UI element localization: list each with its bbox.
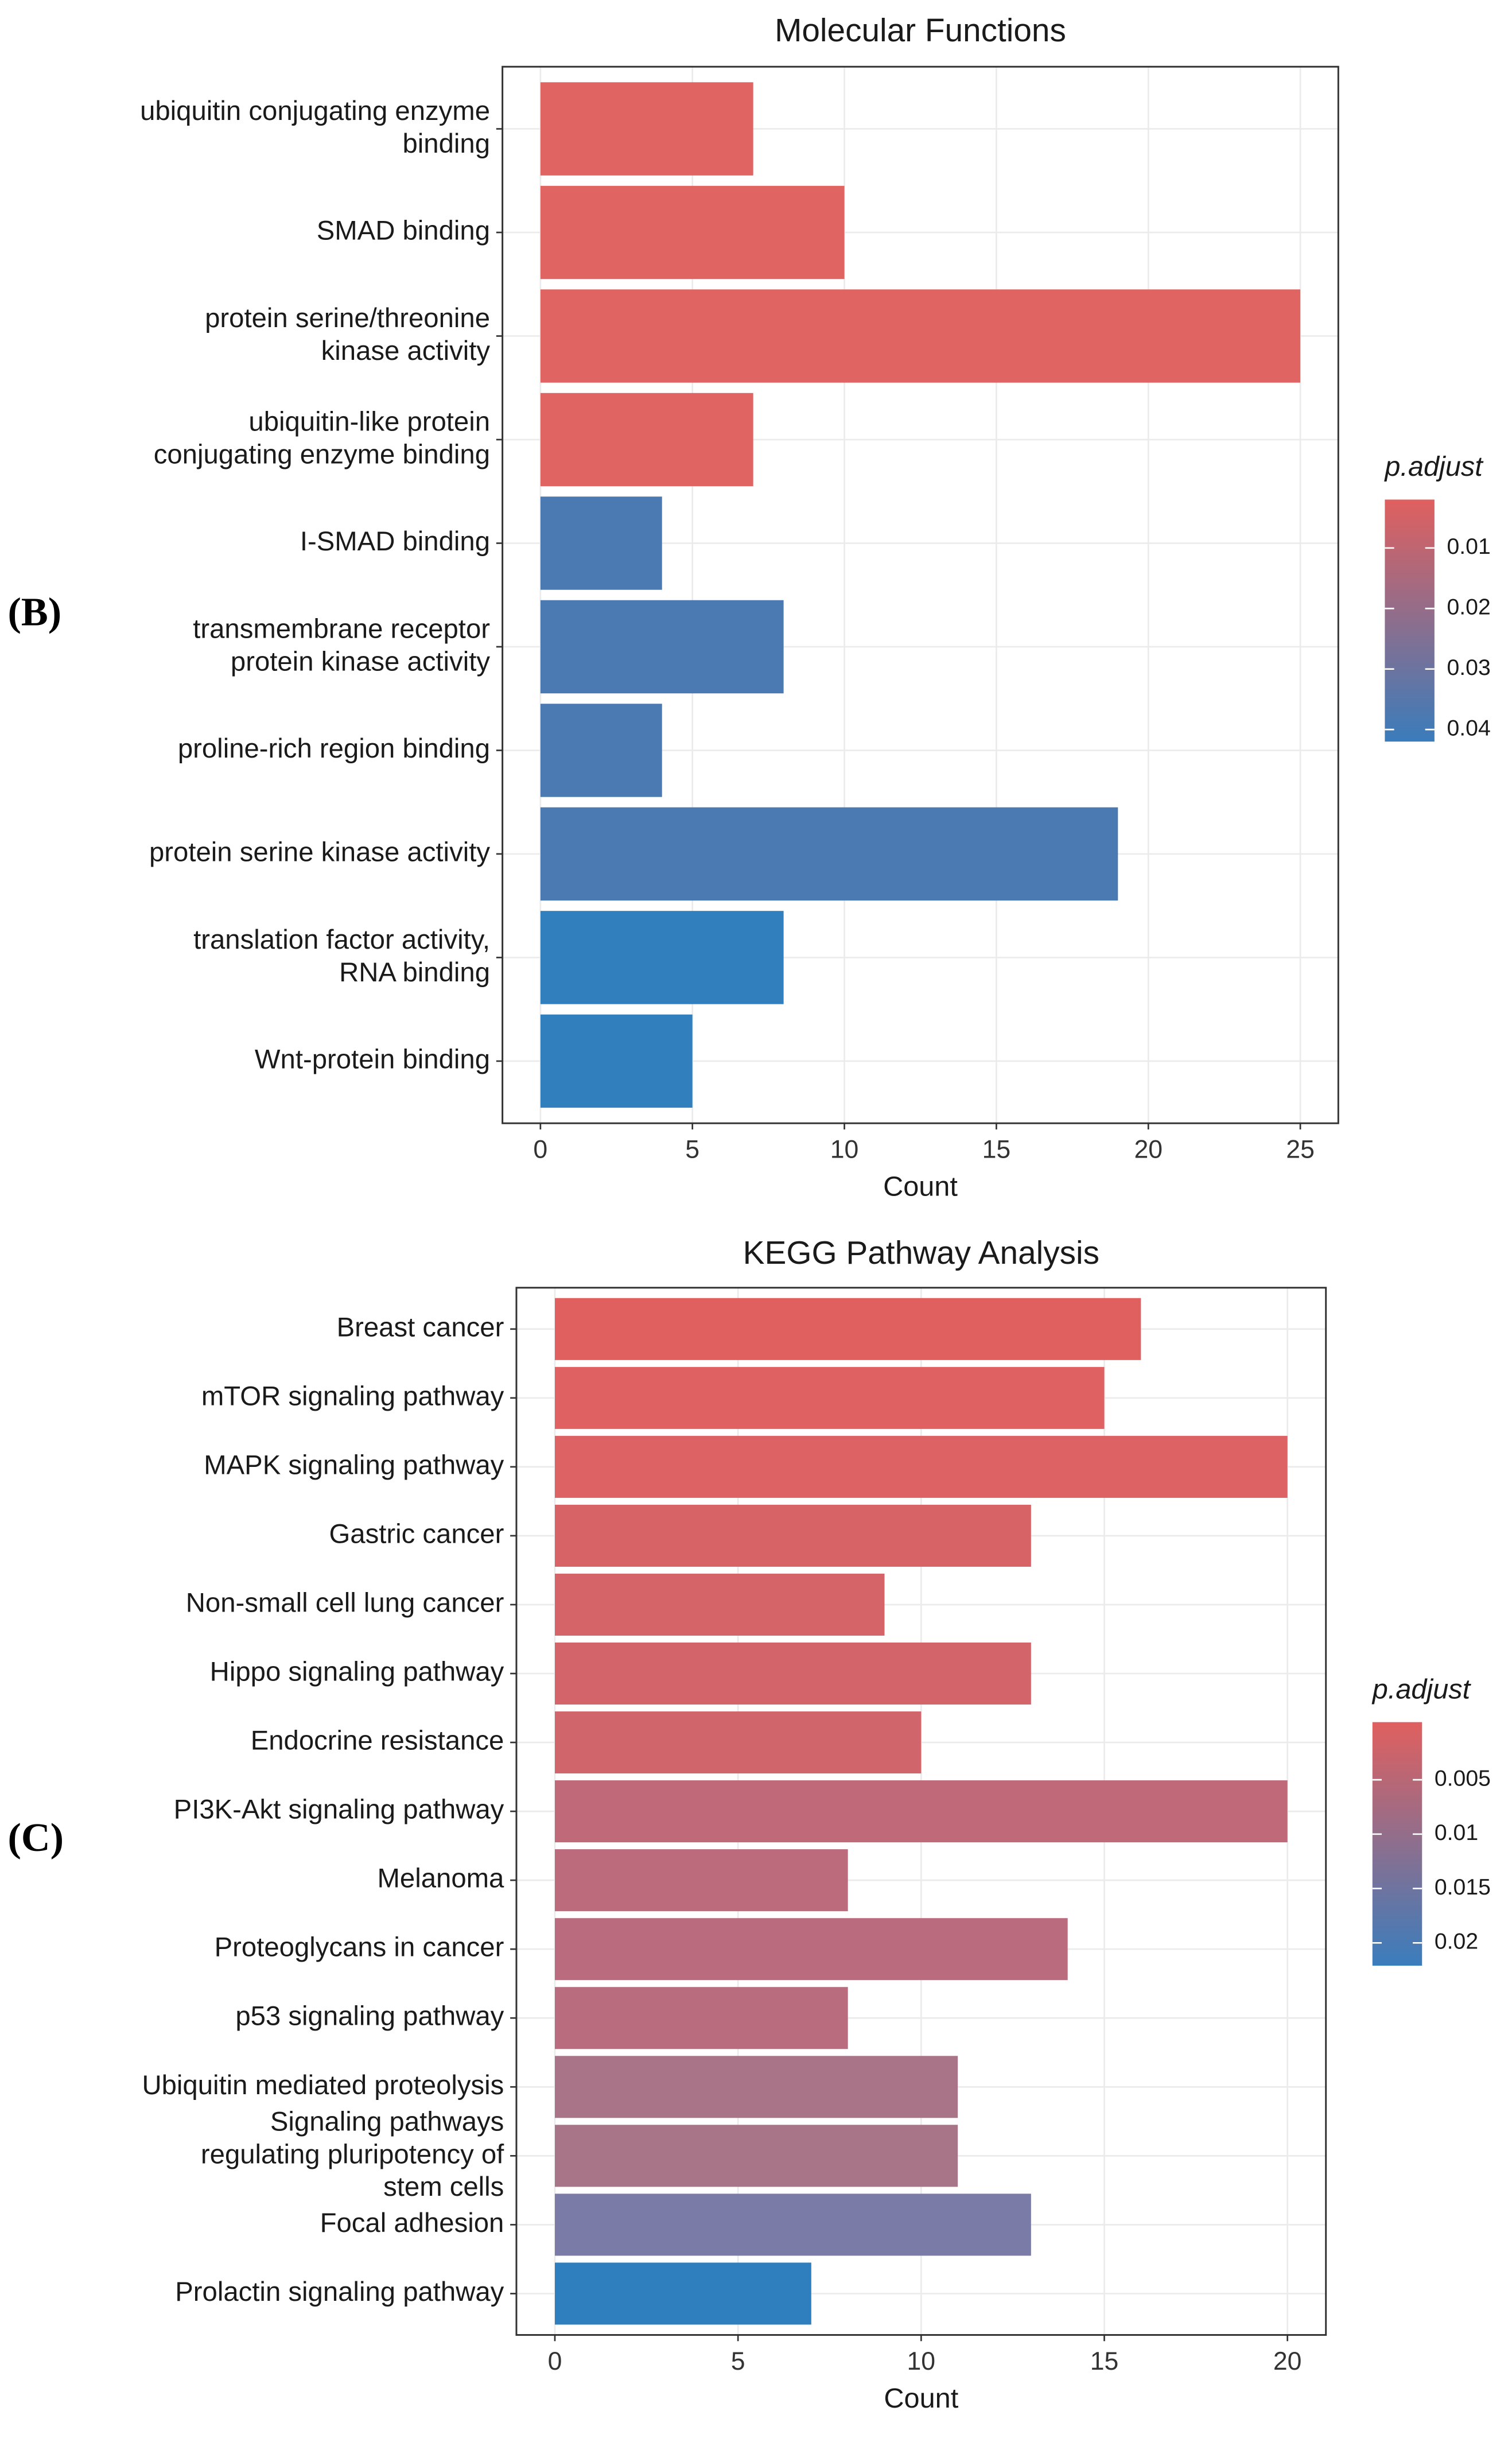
y-tick-label: MAPK signaling pathway [204,1450,504,1480]
y-tick-label: Proteoglycans in cancer [215,1932,504,1963]
y-tick-label: protein serine/threonine kinase activity [205,303,490,366]
x-tick-label: 0 [533,1136,547,1164]
y-tick-label: Ubiquitin mediated proteolysis [142,2070,504,2101]
bar [554,1711,922,1774]
bar [554,1573,885,1636]
bar [540,704,662,797]
bar [554,1918,1068,1981]
x-tick-label: 15 [982,1136,1011,1164]
legend-label: 0.02 [1435,1929,1478,1954]
panel-label: (C) [8,1815,64,1860]
bar [554,2056,958,2118]
x-tick-label: 10 [830,1136,859,1164]
bar [540,807,1118,901]
legend-label: 0.03 [1447,655,1490,680]
bar [554,1849,848,1912]
x-tick-label: 10 [907,2347,936,2375]
bar [554,2193,1031,2256]
x-tick-label: 5 [731,2347,745,2375]
legend-label: 0.02 [1447,595,1490,620]
bar [554,1780,1288,1843]
legend-title: p.adjust [1383,451,1484,482]
y-tick-label: Breast cancer [337,1312,504,1342]
bar [540,185,845,279]
y-tick-label: Gastric cancer [329,1519,504,1549]
chart-title: KEGG Pathway Analysis [743,1235,1099,1271]
bar [540,289,1301,383]
x-tick-label: 0 [548,2347,562,2375]
panel-label: (B) [8,589,62,634]
x-tick-label: 5 [685,1136,699,1164]
y-tick-label: SMAD binding [317,216,490,246]
legend-title: p.adjust [1371,1674,1472,1705]
bar [554,1987,848,2049]
y-tick-label: p53 signaling pathway [235,2001,504,2032]
bar [554,2262,811,2325]
y-tick-label: PI3K-Akt signaling pathway [174,1795,504,1825]
legend-label: 0.01 [1447,534,1490,559]
y-tick-label: Prolactin signaling pathway [175,2277,504,2307]
y-tick-label: protein serine kinase activity [149,837,490,867]
bar [554,1435,1288,1498]
colorbar [1372,1722,1422,1966]
bar [540,600,784,694]
y-tick-label: translation factor activity, RNA binding [193,925,490,988]
x-tick-label: 15 [1090,2347,1119,2375]
y-tick-label: Wnt-protein binding [255,1044,490,1074]
bar [554,1642,1031,1705]
y-tick-label: proline-rich region binding [178,733,490,764]
legend-label: 0.005 [1435,1766,1491,1791]
legend-label: 0.01 [1435,1820,1478,1845]
bar [554,1504,1031,1567]
y-tick-label: Non-small cell lung cancer [186,1587,504,1618]
chart-title: Molecular Functions [775,13,1066,49]
x-tick-label: 20 [1134,1136,1163,1164]
bar [540,911,784,1004]
legend-label: 0.015 [1435,1875,1491,1900]
y-tick-label: Melanoma [378,1863,504,1894]
colorbar [1385,499,1435,742]
y-tick-label: Hippo signaling pathway [210,1657,504,1687]
plot-border [502,65,1339,1124]
y-tick-label: Signaling pathways regulating pluripotenc… [201,2106,504,2202]
bar [554,1298,1141,1360]
bar [554,2125,958,2187]
y-tick-label: ubiquitin-like protein conjugating enzyme… [154,406,490,469]
x-tick-label: 20 [1273,2347,1302,2375]
y-tick-label: Focal adhesion [320,2208,504,2238]
bar [540,496,662,590]
x-tick-label: 25 [1286,1136,1315,1164]
y-tick-label: transmembrane receptor protein kinase act… [193,614,490,677]
bar [540,82,753,176]
y-tick-label: ubiquitin conjugating enzyme binding [140,96,490,159]
bar [540,1014,693,1108]
bar [540,393,753,487]
y-tick-label: mTOR signaling pathway [201,1381,504,1411]
y-tick-label: I-SMAD binding [300,526,490,557]
bar [554,1366,1105,1429]
x-axis-title: Count [884,2383,958,2414]
y-tick-label: Endocrine resistance [251,1726,504,1756]
x-axis-title: Count [883,1171,958,1202]
legend-label: 0.04 [1447,716,1490,740]
